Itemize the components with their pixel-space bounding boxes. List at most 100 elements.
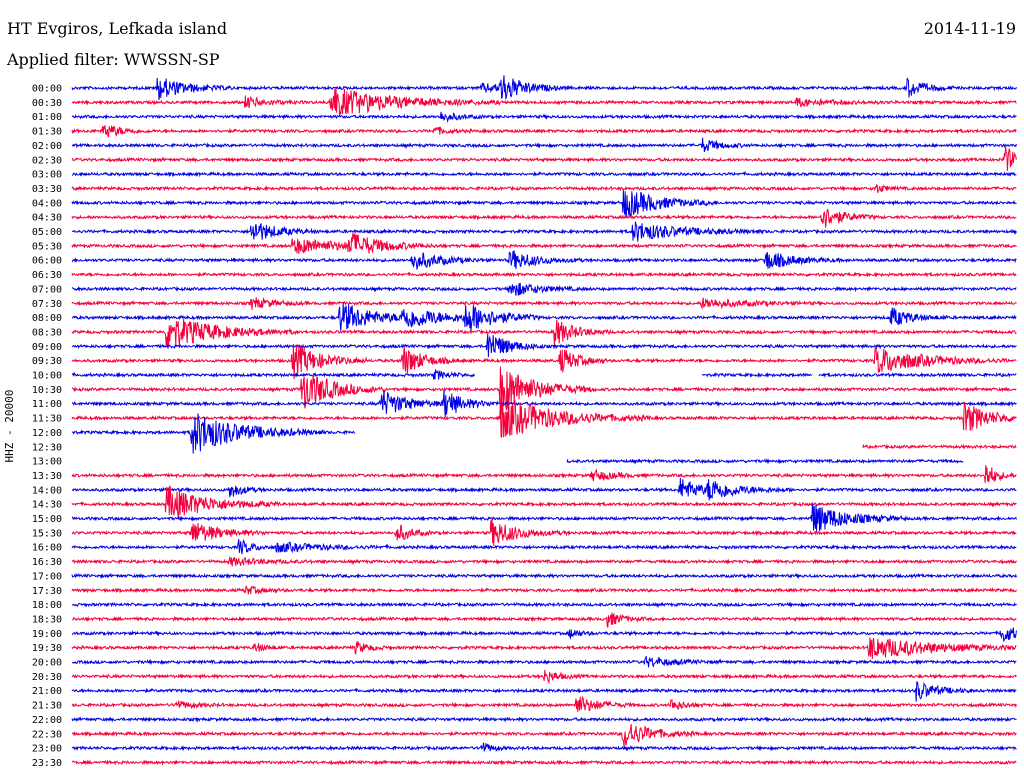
time-tick-label: 16:30 <box>32 557 62 568</box>
time-tick-label: 04:00 <box>32 198 62 209</box>
time-tick-label: 12:30 <box>32 442 62 453</box>
station-title: HT Evgiros, Lefkada island <box>7 19 228 38</box>
seismic-traces <box>71 75 1017 766</box>
trace-line <box>71 585 1017 595</box>
trace-line <box>71 539 1017 555</box>
time-tick-label: 09:00 <box>32 342 62 353</box>
trace-line <box>71 556 1017 567</box>
trace-line <box>71 297 1017 310</box>
time-tick-label: 17:00 <box>32 571 62 582</box>
trace-line <box>71 111 1017 124</box>
time-tick-label: 02:30 <box>32 155 62 166</box>
time-tick-label: 05:30 <box>32 241 62 252</box>
trace-line <box>71 484 1017 518</box>
time-tick-label: 06:30 <box>32 270 62 281</box>
time-tick-label: 23:30 <box>32 758 62 769</box>
trace-line <box>71 724 1017 747</box>
trace-line <box>71 282 1017 296</box>
time-tick-label: 11:00 <box>32 399 62 410</box>
trace-line <box>71 465 1017 483</box>
time-tick-label: 03:00 <box>32 170 62 181</box>
time-tick-label: 19:00 <box>32 629 62 640</box>
time-tick-label: 21:00 <box>32 686 62 697</box>
time-tick-label: 07:30 <box>32 299 62 310</box>
trace-line <box>71 695 1017 712</box>
time-tick-label: 06:00 <box>32 256 62 267</box>
time-tick-label: 14:00 <box>32 485 62 496</box>
trace-line <box>71 627 1017 642</box>
trace-line <box>71 716 1017 723</box>
trace-line <box>71 390 1017 418</box>
trace-line <box>71 681 1017 702</box>
trace-line <box>71 250 1017 270</box>
trace-line <box>71 366 1017 415</box>
time-tick-label: 17:30 <box>32 586 62 597</box>
trace-line <box>71 87 1017 117</box>
time-tick-label: 04:30 <box>32 213 62 224</box>
time-tick-label: 05:00 <box>32 227 62 238</box>
trace-line <box>71 503 1017 532</box>
trace-line <box>71 271 1017 278</box>
trace-line <box>71 601 1017 608</box>
time-tick-label: 16:00 <box>32 543 62 554</box>
trace-line <box>71 233 1017 254</box>
trace-line <box>71 518 1017 547</box>
trace-line <box>71 669 1017 685</box>
trace-line <box>71 208 1017 228</box>
trace-line <box>71 655 1017 668</box>
trace-line <box>862 443 1017 450</box>
time-tick-label: 20:00 <box>32 658 62 669</box>
time-tick-label: 10:30 <box>32 385 62 396</box>
trace-line <box>71 189 1017 218</box>
time-tick-label: 15:30 <box>32 528 62 539</box>
time-tick-label: 02:00 <box>32 141 62 152</box>
time-tick-label: 12:00 <box>32 428 62 439</box>
time-tick-label: 11:30 <box>32 414 62 425</box>
time-tick-label: 13:30 <box>32 471 62 482</box>
trace-line <box>71 572 1017 580</box>
trace-line <box>71 369 1017 380</box>
trace-line <box>71 146 1017 171</box>
date-label: 2014-11-19 <box>923 19 1016 38</box>
trace-line <box>71 398 1017 439</box>
time-tick-label: 09:30 <box>32 356 62 367</box>
trace-line <box>71 334 1017 357</box>
trace-line <box>71 612 1017 628</box>
time-tick-label: 20:30 <box>32 672 62 683</box>
trace-line <box>71 75 1017 100</box>
trace-line <box>71 125 1017 138</box>
trace-line <box>71 318 1017 348</box>
time-tick-label: 14:30 <box>32 500 62 511</box>
trace-line <box>566 458 964 465</box>
trace-line <box>71 344 1017 380</box>
time-tick-label: 21:30 <box>32 701 62 712</box>
trace-line <box>71 637 1017 659</box>
time-tick-label: 18:30 <box>32 614 62 625</box>
time-tick-label: 03:30 <box>32 184 62 195</box>
trace-line <box>71 221 1017 242</box>
trace-line <box>71 137 1017 153</box>
time-tick-label: 10:00 <box>32 371 62 382</box>
time-tick-label: 00:00 <box>32 84 62 95</box>
time-tick-label: 23:00 <box>32 744 62 755</box>
time-tick-label: 07:00 <box>32 284 62 295</box>
time-tick-label: 08:00 <box>32 313 62 324</box>
time-tick-label: 13:00 <box>32 457 62 468</box>
time-tick-label: 18:00 <box>32 600 62 611</box>
filter-label: Applied filter: WWSSN-SP <box>7 50 220 69</box>
time-tick-label: 22:00 <box>32 715 62 726</box>
time-tick-label: 22:30 <box>32 729 62 740</box>
trace-line <box>71 478 1017 501</box>
trace-line <box>71 413 356 454</box>
trace-line <box>71 742 1017 752</box>
time-tick-label: 00:30 <box>32 98 62 109</box>
time-tick-label: 19:30 <box>32 643 62 654</box>
trace-line <box>71 759 1017 766</box>
trace-line <box>71 302 1017 332</box>
trace-line <box>71 183 1017 194</box>
trace-line <box>71 170 1017 178</box>
time-tick-label: 01:00 <box>32 112 62 123</box>
time-tick-label: 01:30 <box>32 127 62 138</box>
time-tick-label: 08:30 <box>32 327 62 338</box>
